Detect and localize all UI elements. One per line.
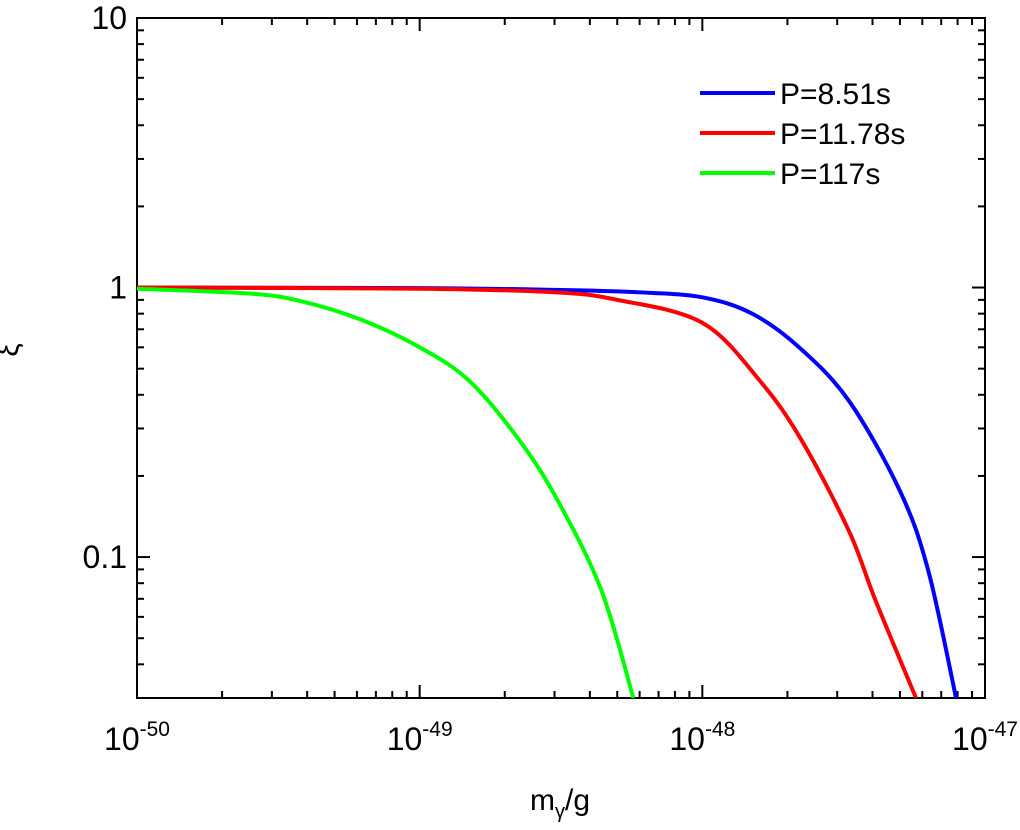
y-tick-label: 1 [109, 270, 127, 306]
series-line [137, 285, 918, 698]
y-tick-label: 0.1 [83, 539, 127, 575]
legend-label: P=117s [780, 158, 880, 191]
x-tick-label: 10-47 [952, 718, 1018, 757]
series-line [137, 285, 959, 698]
y-axis-label: ξ [0, 343, 25, 356]
x-tick-label: 10-49 [387, 718, 453, 757]
x-axis-label: mγ/g [530, 784, 590, 823]
y-tick-label: 10 [91, 0, 127, 36]
x-tick-label: 10-50 [104, 718, 170, 757]
legend-label: P=8.51s [780, 78, 891, 111]
legend-label: P=11.78s [780, 118, 905, 151]
plot-frame [136, 17, 986, 699]
series-line [137, 286, 636, 698]
x-tick-label: 10-48 [669, 718, 735, 757]
